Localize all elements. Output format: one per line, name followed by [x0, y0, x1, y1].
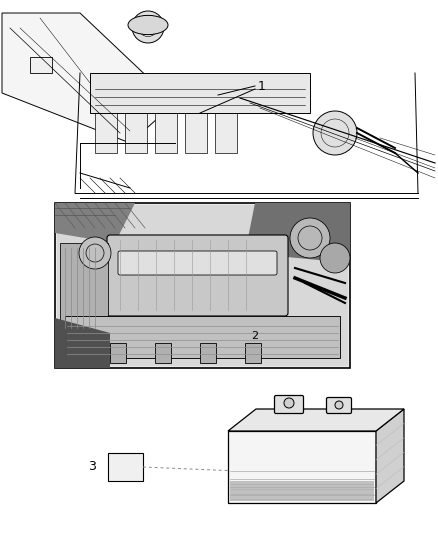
Bar	[155, 343, 171, 363]
Text: 1: 1	[258, 79, 266, 93]
Polygon shape	[2, 13, 175, 143]
Polygon shape	[55, 318, 110, 368]
Bar	[90, 73, 310, 113]
Bar	[60, 243, 108, 333]
Bar	[200, 343, 216, 363]
Circle shape	[290, 218, 330, 258]
Ellipse shape	[128, 15, 168, 35]
Bar	[65, 316, 340, 358]
Polygon shape	[228, 431, 376, 503]
Circle shape	[335, 401, 343, 409]
Bar	[30, 57, 52, 73]
Bar	[185, 93, 207, 153]
Bar	[125, 93, 147, 153]
Circle shape	[320, 243, 350, 273]
Polygon shape	[376, 409, 404, 503]
Text: 3: 3	[88, 461, 96, 473]
FancyBboxPatch shape	[118, 251, 277, 275]
Polygon shape	[55, 203, 135, 243]
Bar	[108, 453, 143, 481]
Bar	[230, 481, 374, 501]
Circle shape	[284, 398, 294, 408]
Bar	[55, 203, 350, 368]
Bar	[110, 343, 126, 363]
FancyBboxPatch shape	[275, 395, 304, 414]
Bar	[95, 93, 117, 153]
Text: 2: 2	[251, 331, 258, 341]
Bar	[245, 343, 261, 363]
Bar	[215, 93, 237, 153]
Circle shape	[79, 237, 111, 269]
Bar	[57, 205, 348, 366]
FancyBboxPatch shape	[107, 235, 288, 316]
Bar	[155, 93, 177, 153]
Circle shape	[132, 11, 164, 43]
FancyBboxPatch shape	[326, 398, 352, 414]
Circle shape	[313, 111, 357, 155]
Polygon shape	[245, 203, 350, 263]
Polygon shape	[228, 409, 404, 431]
